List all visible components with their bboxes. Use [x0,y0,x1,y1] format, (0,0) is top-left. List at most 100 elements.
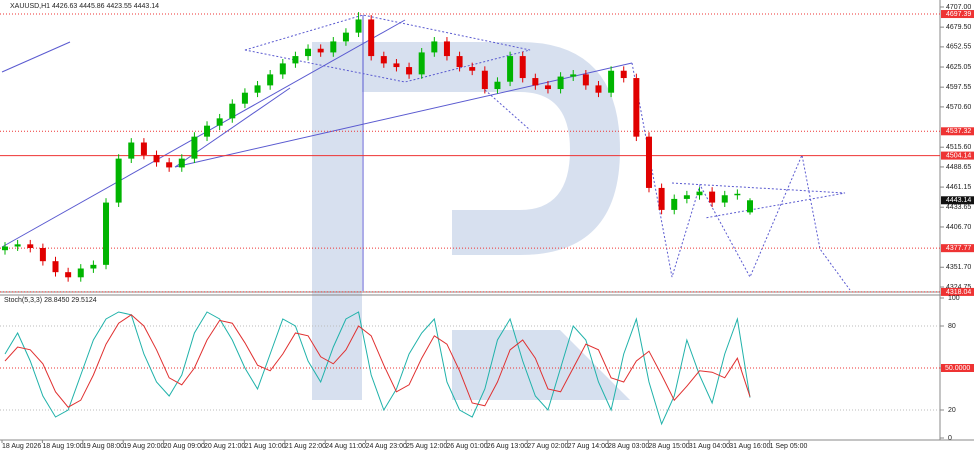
candle-body [620,70,627,79]
indicator-line [4,314,751,408]
candle-body [507,56,514,82]
candle-body [292,56,299,64]
y-tick-label: 4679.50 [946,24,971,31]
candle-body [65,272,72,278]
y-tick-label: 80 [948,323,956,330]
x-tick-label: 25 Aug 12:00 [406,443,447,450]
candle-body [317,48,324,53]
candle-body [368,19,375,57]
candle-body [305,48,312,57]
candle-body [229,103,236,119]
y-tick-label: 4488.65 [946,164,971,171]
x-tick-label: 28 Aug 15:00 [648,443,689,450]
candle-body [582,74,589,86]
y-tick-label: 4625.05 [946,64,971,71]
candle-body [431,41,438,53]
price-label-box [941,244,974,253]
candle-body [721,195,728,203]
candle-body [393,63,400,68]
x-tick-label: 18 Aug 2026 [2,443,41,450]
x-tick-label: 19 Aug 08:00 [83,443,124,450]
indicator-line [4,311,751,426]
x-tick-label: 21 Aug 22:00 [285,443,326,450]
x-tick-label: 28 Aug 03:00 [608,443,649,450]
y-tick-label: 4461.15 [946,184,971,191]
candle-body [418,52,425,75]
candle-body [557,76,564,90]
candle-body [709,191,716,203]
x-tick-label: 26 Aug 13:00 [487,443,528,450]
y-tick-label: 4515.60 [946,144,971,151]
y-tick-label: 4570.60 [946,104,971,111]
price-label-box [941,10,974,19]
y-tick-label: 100 [948,295,960,302]
candle-body [27,244,34,248]
y-tick-label: 4597.55 [946,84,971,91]
candle-body [153,154,160,163]
candle-body [456,56,463,68]
candle-body [241,92,248,104]
price-label: 4377.77 [946,245,971,252]
chart-title: XAUUSD,H1 4426.63 4445.86 4423.55 4443.1… [10,3,159,10]
candle-body [532,78,539,86]
x-tick-label: 26 Aug 01:00 [446,443,487,450]
candle-body [2,246,8,251]
price-label: 4697.39 [946,11,971,18]
candle-body [608,70,615,93]
x-tick-label: 31 Aug 16:00 [729,443,770,450]
candle-body [481,70,488,90]
candle-body [570,74,577,77]
y-tick-label: 4406.70 [946,224,971,231]
level-label: 50.0000 [945,365,970,372]
candle-body [77,268,84,278]
x-tick-label: 24 Aug 23:00 [366,443,407,450]
y-tick-label: 4324.75 [946,284,971,291]
candle-body [469,67,476,71]
candle-body [14,244,21,247]
y-tick-label: 4652.55 [946,44,971,51]
x-tick-label: 21 Aug 10:00 [244,443,285,450]
x-tick-label: 20 Aug 09:00 [164,443,205,450]
candle-body [254,85,261,93]
last-price-label: 4443.14 [946,197,971,204]
candle-body [115,158,122,203]
candle-body [658,187,665,210]
x-tick-label: 19 Aug 20:00 [123,443,164,450]
x-tick-label: 24 Aug 11:00 [325,443,366,450]
watermark [312,42,630,400]
x-tick-label: 27 Aug 02:00 [527,443,568,450]
x-tick-label: 20 Aug 21:00 [204,443,245,450]
y-tick-label: 4351.70 [946,264,971,271]
candle-body [216,118,223,126]
candle-body [747,200,753,213]
x-tick-label: 18 Aug 19:00 [42,443,83,450]
candle-body [633,78,640,137]
last-price-box [941,196,974,205]
candle-body [696,191,703,196]
candle-body [734,193,741,196]
level-box [941,364,974,372]
candle-body [166,162,173,168]
y-tick-label: 20 [948,407,956,414]
price-label-box [941,151,974,160]
candle-body [683,195,690,199]
candle-body [267,74,274,86]
candle-body [645,136,652,188]
candle-body [90,264,97,269]
candle-body [519,56,526,79]
price-label-box [941,127,974,136]
x-tick-label: 31 Aug 04:00 [689,443,730,450]
candle-body [595,85,602,93]
candle-body [39,247,46,262]
candle-body [494,81,501,90]
indicator-title: Stoch(5,3,3) 28.8450 29.5124 [4,297,97,304]
candle-body [342,32,349,42]
candle-body [406,67,413,75]
x-tick-label: 27 Aug 14:00 [568,443,609,450]
candle-body [279,63,286,75]
y-tick-label: 0 [948,435,952,442]
candle-body [330,41,337,53]
candle-body [140,142,147,155]
